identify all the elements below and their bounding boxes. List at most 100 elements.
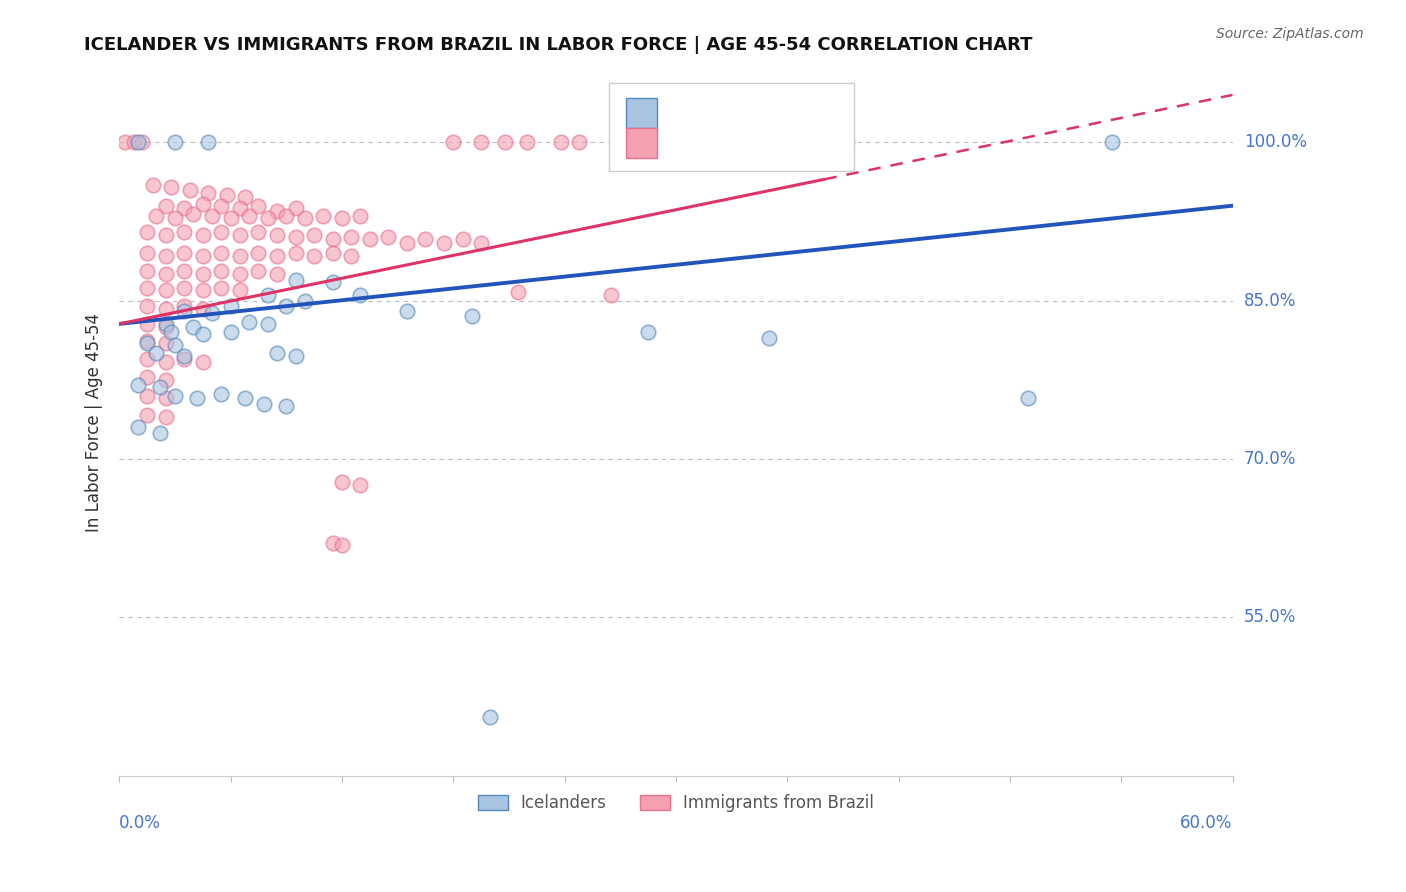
Point — [136, 246, 159, 260]
Point — [191, 267, 214, 281]
Point — [284, 272, 307, 286]
Point — [229, 249, 252, 263]
Point — [294, 211, 316, 226]
Point — [266, 267, 288, 281]
Point — [229, 228, 252, 243]
Point — [340, 230, 363, 244]
Point — [163, 389, 186, 403]
Point — [209, 386, 232, 401]
Point — [173, 246, 195, 260]
Point — [136, 408, 159, 422]
Point — [155, 267, 177, 281]
Point — [155, 228, 177, 243]
Point — [349, 209, 371, 223]
Point — [322, 275, 344, 289]
Point — [294, 293, 316, 308]
Point — [470, 136, 492, 150]
Point — [661, 136, 683, 150]
Point — [219, 211, 242, 226]
Point — [330, 475, 353, 490]
Point — [127, 136, 149, 150]
Point — [415, 232, 437, 246]
Point — [266, 204, 288, 219]
Point — [302, 228, 325, 243]
Point — [155, 302, 177, 317]
Point — [209, 281, 232, 295]
Point — [173, 264, 195, 278]
Point — [229, 267, 252, 281]
Point — [136, 299, 159, 313]
Point — [201, 209, 224, 223]
Text: 85.0%: 85.0% — [1244, 292, 1296, 310]
Text: 55.0%: 55.0% — [1244, 608, 1296, 626]
Point — [284, 230, 307, 244]
Point — [136, 335, 159, 350]
Point — [155, 199, 177, 213]
Point — [238, 315, 260, 329]
Point — [247, 264, 270, 278]
Point — [322, 246, 344, 260]
Point — [191, 249, 214, 263]
Point — [494, 136, 516, 150]
Point — [191, 327, 214, 342]
Point — [173, 299, 195, 313]
Text: 100.0%: 100.0% — [1244, 134, 1306, 152]
Point — [209, 225, 232, 239]
Point — [284, 246, 307, 260]
Text: R = 0.323   N = 116: R = 0.323 N = 116 — [668, 134, 851, 152]
Text: 0.0%: 0.0% — [120, 814, 162, 832]
Point — [359, 232, 381, 246]
Point — [163, 136, 186, 150]
Point — [395, 304, 418, 318]
Point — [127, 378, 149, 392]
Point — [1017, 391, 1039, 405]
Point — [433, 235, 456, 250]
Point — [136, 317, 159, 331]
Point — [173, 349, 195, 363]
Point — [377, 230, 399, 244]
Point — [179, 183, 201, 197]
FancyBboxPatch shape — [609, 83, 853, 171]
Point — [266, 249, 288, 263]
Text: ICELANDER VS IMMIGRANTS FROM BRAZIL IN LABOR FORCE | AGE 45-54 CORRELATION CHART: ICELANDER VS IMMIGRANTS FROM BRAZIL IN L… — [84, 36, 1033, 54]
Point — [322, 232, 344, 246]
Point — [247, 199, 270, 213]
Point — [349, 478, 371, 492]
Point — [149, 380, 172, 394]
Point — [284, 349, 307, 363]
Point — [173, 304, 195, 318]
Point — [160, 326, 183, 340]
Point — [637, 326, 659, 340]
Point — [1101, 136, 1123, 150]
Point — [312, 209, 335, 223]
Point — [136, 225, 159, 239]
Point — [145, 209, 167, 223]
Point — [122, 136, 145, 150]
Point — [191, 196, 214, 211]
Point — [322, 536, 344, 550]
Point — [209, 246, 232, 260]
Point — [340, 249, 363, 263]
Point — [835, 136, 858, 150]
Point — [186, 391, 208, 405]
Point — [758, 330, 780, 344]
Point — [219, 326, 242, 340]
Point — [209, 264, 232, 278]
Point — [127, 420, 149, 434]
Point — [131, 136, 153, 150]
Point — [183, 320, 205, 334]
Point — [229, 283, 252, 297]
Point — [330, 211, 353, 226]
Point — [330, 539, 353, 553]
Point — [247, 225, 270, 239]
Point — [810, 136, 832, 150]
Point — [256, 317, 278, 331]
Point — [461, 310, 484, 324]
Point — [136, 389, 159, 403]
Point — [679, 136, 702, 150]
Point — [235, 391, 257, 405]
Point — [276, 299, 298, 313]
Point — [163, 338, 186, 352]
Point — [470, 235, 492, 250]
Point — [142, 178, 165, 192]
